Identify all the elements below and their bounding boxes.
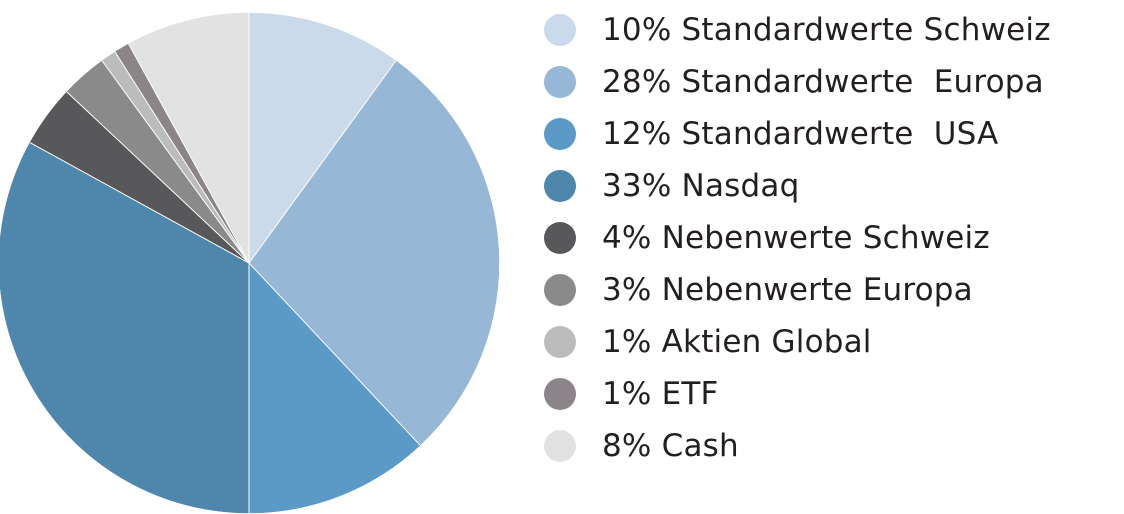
legend-item-standardwerte-usa: 12% Standardwerte USA <box>540 108 1120 160</box>
legend-label: 12% Standardwerte USA <box>602 116 999 152</box>
legend-item-nebenwerte-europa: 3% Nebenwerte Europa <box>540 264 1120 316</box>
pie-slice-standardwerte-europa <box>248 60 500 446</box>
legend-swatch <box>544 118 576 150</box>
pie-slice-nasdaq <box>0 142 250 514</box>
legend-item-nasdaq: 33% Nasdaq <box>540 160 1120 212</box>
legend-label: 3% Nebenwerte Europa <box>602 272 973 308</box>
pie-slice-standardwerte-usa <box>248 262 421 514</box>
legend-swatch <box>544 274 576 306</box>
legend-label: 1% Aktien Global <box>602 324 872 360</box>
legend-item-standardwerte-schweiz: 10% Standardwerte Schweiz <box>540 4 1120 56</box>
legend-swatch <box>544 66 576 98</box>
legend-swatch <box>544 14 576 46</box>
slice-separator <box>114 51 250 264</box>
legend-swatch <box>544 326 576 358</box>
legend-label: 28% Standardwerte Europa <box>602 64 1044 100</box>
legend: 10% Standardwerte Schweiz 28% Standardwer… <box>540 4 1120 472</box>
legend-swatch <box>544 430 576 462</box>
legend-item-cash: 8% Cash <box>540 420 1120 472</box>
legend-item-aktien-global: 1% Aktien Global <box>540 316 1120 368</box>
legend-label: 33% Nasdaq <box>602 168 800 204</box>
slice-separator <box>29 142 250 264</box>
pie-slice-cash <box>128 12 250 264</box>
slice-separator <box>101 60 250 264</box>
legend-swatch <box>544 170 576 202</box>
slice-separator <box>248 60 397 264</box>
legend-label: 8% Cash <box>602 428 739 464</box>
legend-item-etf: 1% ETF <box>540 368 1120 420</box>
legend-item-nebenwerte-schweiz: 4% Nebenwerte Schweiz <box>540 212 1120 264</box>
slice-separator <box>128 43 250 264</box>
pie-slice-standardwerte-schweiz <box>248 12 397 264</box>
slice-separator <box>66 91 250 264</box>
legend-swatch <box>544 222 576 254</box>
pie-chart <box>0 12 500 514</box>
legend-label: 4% Nebenwerte Schweiz <box>602 220 990 256</box>
slice-separator <box>248 262 421 446</box>
legend-item-standardwerte-europa: 28% Standardwerte Europa <box>540 56 1120 108</box>
legend-label: 1% ETF <box>602 376 719 412</box>
legend-swatch <box>544 378 576 410</box>
legend-label: 10% Standardwerte Schweiz <box>602 12 1051 48</box>
